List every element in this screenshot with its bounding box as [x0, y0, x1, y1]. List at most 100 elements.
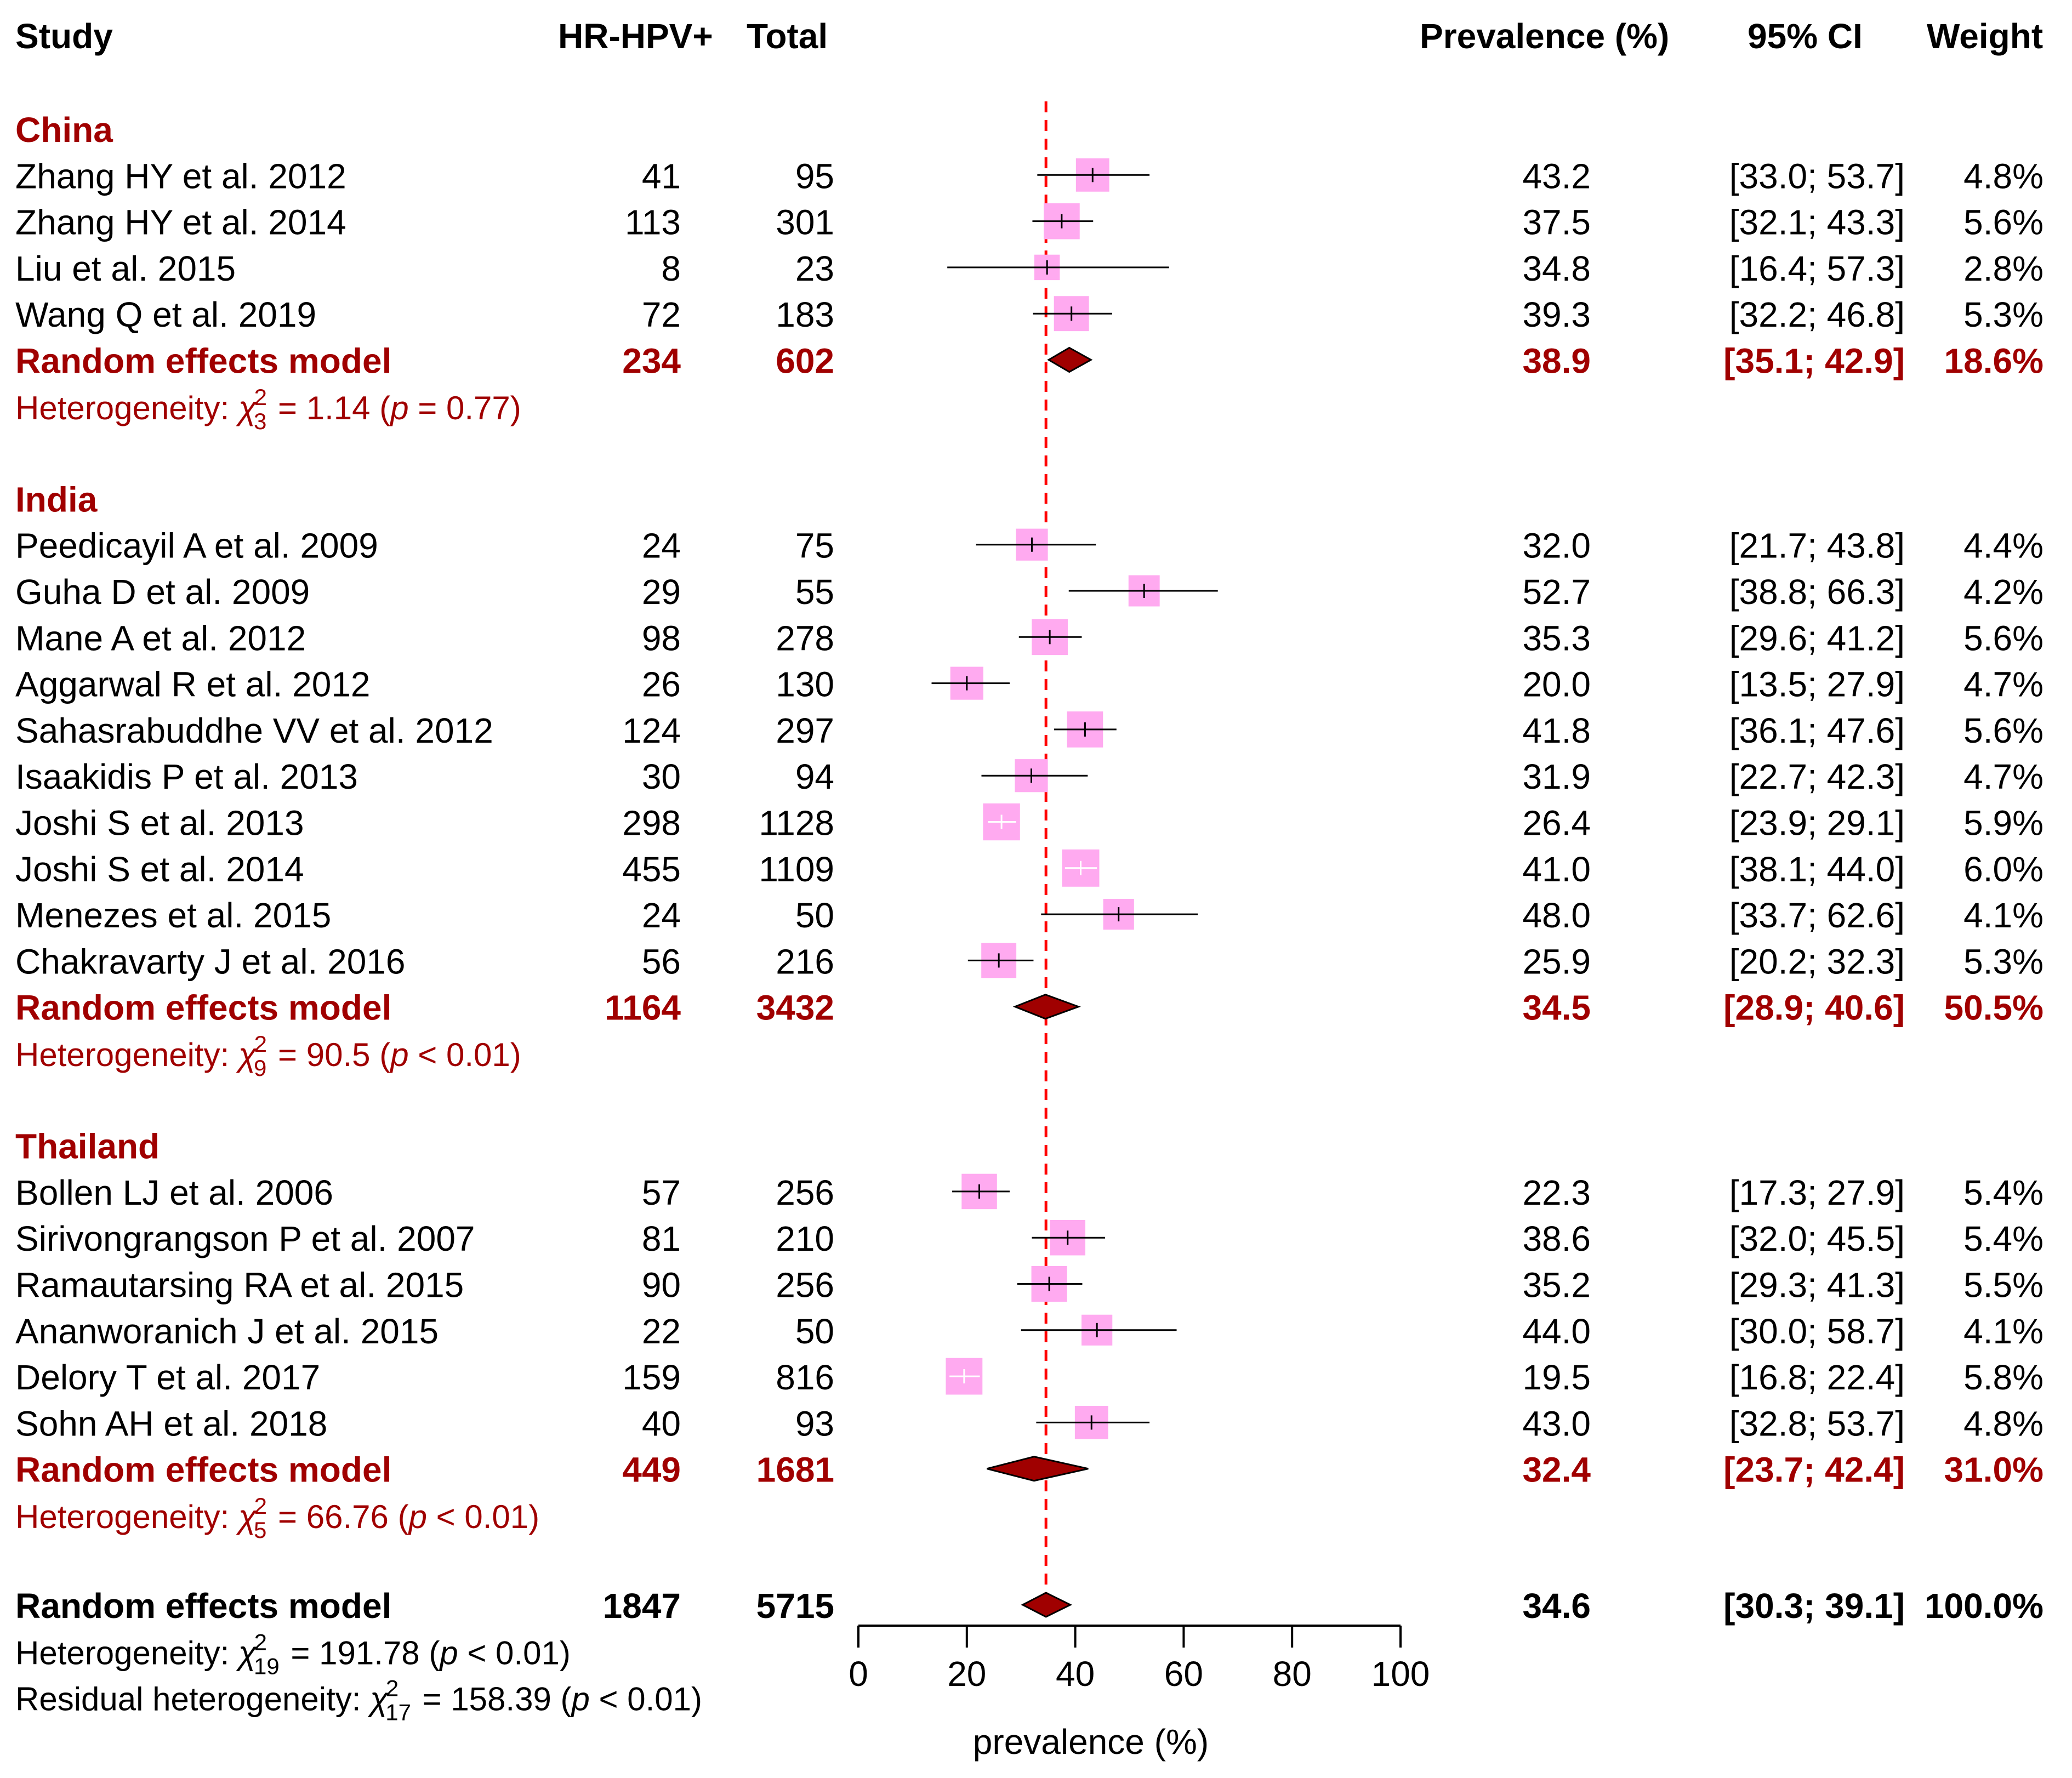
study-weight: 4.8% [1963, 156, 2043, 196]
study-events: 159 [622, 1358, 681, 1397]
study-estimate: 43.0 [1522, 1404, 1591, 1443]
subgroup-summary-events: 1164 [605, 988, 681, 1028]
study-label: Menezes et al. 2015 [15, 896, 331, 935]
study-label: Joshi S et al. 2013 [15, 803, 304, 843]
study-label: Guha D et al. 2009 [15, 572, 310, 612]
study-ci: [13.5; 27.9] [1729, 665, 1905, 704]
heterogeneity-part: = 66.76 ( [269, 1498, 408, 1535]
study-total: 50 [795, 896, 834, 935]
study-label: Ananworanich J et al. 2015 [15, 1312, 439, 1351]
heterogeneity-part: = 191.78 ( [282, 1634, 440, 1671]
study-estimate: 38.6 [1522, 1219, 1591, 1258]
heterogeneity-part: p [439, 1634, 458, 1671]
study-label: Zhang HY et al. 2014 [15, 203, 346, 242]
study-weight: 4.2% [1963, 572, 2043, 612]
heterogeneity-part: Heterogeneity: [15, 390, 238, 426]
heterogeneity-part: χ [236, 1634, 257, 1671]
study-estimate: 48.0 [1522, 896, 1591, 935]
subgroup-summary-weight: 31.0% [1944, 1450, 2043, 1490]
overall-summary-label: Random effects model [15, 1586, 391, 1626]
study-label: Joshi S et al. 2014 [15, 850, 304, 889]
subgroup-summary-weight: 18.6% [1944, 341, 2043, 381]
study-ci: [32.0; 45.5] [1729, 1219, 1905, 1258]
x-axis-tick-label: 20 [947, 1654, 986, 1694]
x-axis-tick-label: 40 [1056, 1654, 1095, 1694]
study-total: 94 [795, 757, 834, 796]
study-events: 41 [642, 156, 681, 196]
study-total: 216 [776, 942, 834, 981]
heterogeneity-part: χ [236, 1036, 257, 1073]
study-weight: 5.6% [1963, 711, 2043, 750]
study-estimate: 35.2 [1522, 1266, 1591, 1305]
heterogeneity-part: Heterogeneity: [15, 1498, 238, 1535]
study-events: 26 [642, 665, 681, 704]
group-title-india: India [15, 480, 98, 519]
study-estimate: 37.5 [1522, 203, 1591, 242]
study-weight: 4.7% [1963, 665, 2043, 704]
heterogeneity-part: 2 [254, 1031, 267, 1057]
study-ci: [22.7; 42.3] [1729, 757, 1905, 796]
study-ci: [32.2; 46.8] [1729, 295, 1905, 334]
study-total: 301 [776, 203, 834, 242]
heterogeneity-part: Heterogeneity: [15, 1036, 238, 1073]
study-estimate: 41.0 [1522, 850, 1591, 889]
study-weight: 2.8% [1963, 249, 2043, 288]
study-label: Sirivongrangson P et al. 2007 [15, 1219, 475, 1258]
study-estimate: 32.0 [1522, 526, 1591, 566]
overall-summary-total: 5715 [756, 1586, 834, 1626]
heterogeneity-part: 9 [254, 1055, 266, 1081]
study-weight: 5.8% [1963, 1358, 2043, 1397]
x-axis: 0 20 40 60 80 100 [849, 1625, 1430, 1694]
study-estimate: 22.3 [1522, 1173, 1591, 1212]
study-total: 816 [776, 1358, 834, 1397]
study-ci: [32.1; 43.3] [1729, 203, 1905, 242]
subgroup-summary-label: Random effects model [15, 988, 391, 1028]
study-ci: [38.1; 44.0] [1729, 850, 1905, 889]
study-estimate: 44.0 [1522, 1312, 1591, 1351]
study-weight: 5.3% [1963, 295, 2043, 334]
x-axis-tick-label: 60 [1164, 1654, 1203, 1694]
overall-heterogeneity: Heterogeneity: χ2 19 = 191.78 (p < 0.01) [15, 1629, 571, 1679]
study-label: Sahasrabuddhe VV et al. 2012 [15, 711, 493, 750]
study-weight: 4.4% [1963, 526, 2043, 566]
study-events: 81 [642, 1219, 681, 1258]
study-total: 93 [795, 1404, 834, 1443]
header-events: HR-HPV+ [558, 16, 713, 56]
heterogeneity-part: Heterogeneity: [15, 1634, 238, 1671]
study-events: 90 [642, 1266, 681, 1305]
study-total: 278 [776, 618, 834, 658]
study-events: 24 [642, 526, 681, 566]
subgroup-summary-estimate: 32.4 [1522, 1450, 1591, 1490]
study-weight: 4.8% [1963, 1404, 2043, 1443]
study-label: Ramautarsing RA et al. 2015 [15, 1266, 464, 1305]
heterogeneity-part: 17 [385, 1700, 411, 1725]
study-label: Bollen LJ et al. 2006 [15, 1173, 333, 1212]
study-weight: 5.4% [1963, 1219, 2043, 1258]
study-estimate: 39.3 [1522, 295, 1591, 334]
heterogeneity-part: < 0.01) [590, 1681, 702, 1718]
study-ci: [29.3; 41.3] [1729, 1266, 1905, 1305]
study-weight: 4.1% [1963, 1312, 2043, 1351]
study-weight: 5.4% [1963, 1173, 2043, 1212]
heterogeneity-part: = 0.77) [409, 390, 521, 426]
column-headers: Study HR-HPV+ Total Prevalence (%) 95% C… [15, 16, 2043, 56]
subgroup-summary-ci: [35.1; 42.9] [1723, 341, 1905, 381]
heterogeneity-part: p [408, 1498, 427, 1535]
study-weight: 5.5% [1963, 1266, 2043, 1305]
subgroup-heterogeneity: Heterogeneity: χ2 5 = 66.76 (p < 0.01) [15, 1493, 539, 1543]
subgroup-summary-weight: 50.5% [1944, 988, 2043, 1028]
study-ci: [23.9; 29.1] [1729, 803, 1905, 843]
study-events: 98 [642, 618, 681, 658]
study-total: 50 [795, 1312, 834, 1351]
study-estimate: 41.8 [1522, 711, 1591, 750]
study-total: 75 [795, 526, 834, 566]
study-estimate: 26.4 [1522, 803, 1591, 843]
study-events: 113 [625, 203, 681, 242]
study-weight: 6.0% [1963, 850, 2043, 889]
study-events: 57 [642, 1173, 681, 1212]
study-events: 24 [642, 896, 681, 935]
heterogeneity-part: 19 [254, 1653, 280, 1679]
subgroup-summary-diamond [1047, 346, 1093, 373]
study-estimate: 52.7 [1522, 572, 1591, 612]
header-study: Study [15, 16, 113, 56]
